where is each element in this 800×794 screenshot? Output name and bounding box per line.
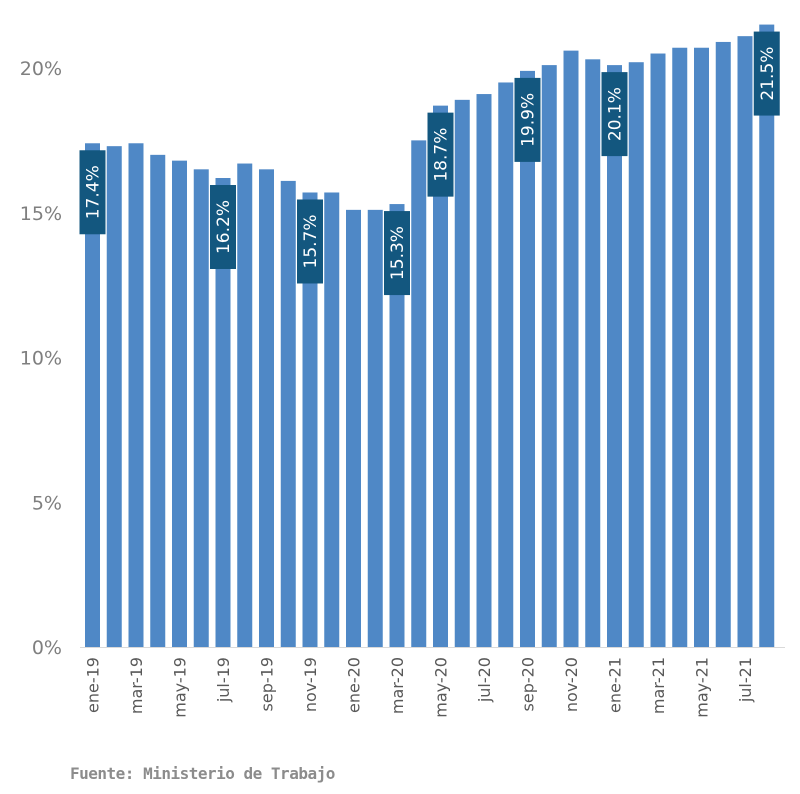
- data-label-text: 15.3%: [388, 226, 408, 280]
- x-tick-label: mar-20: [388, 657, 407, 714]
- data-label: 15.3%: [384, 211, 410, 296]
- bar-dic-19: [324, 192, 340, 648]
- bar-nov-20: [563, 50, 579, 647]
- bar-feb-20: [367, 209, 383, 648]
- bar-may-21: [694, 47, 709, 648]
- y-tick-label: 10%: [20, 348, 62, 370]
- bar-nov-19: [302, 192, 318, 648]
- data-label-text: 15.7%: [301, 214, 321, 268]
- data-label-box: [753, 31, 780, 116]
- bar-oct-19: [280, 180, 296, 647]
- x-tick-label: jul-20: [475, 657, 494, 703]
- bar-ene-19: [85, 143, 100, 647]
- data-label: 17.4%: [79, 150, 106, 235]
- bar-feb-19: [106, 146, 122, 648]
- x-tick-label: sep-19: [258, 657, 277, 711]
- x-tick-label: may-20: [432, 657, 451, 718]
- bar-mar-20: [389, 204, 405, 647]
- data-label-text: 16.2%: [214, 200, 234, 254]
- data-label-box: [601, 72, 628, 157]
- bar-abr-21: [672, 47, 688, 648]
- y-tick-label: 20%: [20, 58, 62, 80]
- bar-ago-21: [759, 24, 775, 647]
- data-label: 21.5%: [753, 31, 780, 116]
- data-label-box: [79, 150, 106, 235]
- x-tick-label: nov-20: [562, 657, 581, 712]
- bar-ago-19: [237, 163, 253, 647]
- bar-may-19: [172, 160, 187, 647]
- y-axis: 0% 5% 10% 15% 20%: [20, 58, 62, 659]
- bars: [85, 24, 775, 648]
- bar-dic-20: [585, 59, 601, 647]
- data-label-box: [384, 211, 410, 296]
- x-tick-label: jul-19: [214, 657, 233, 703]
- bar-oct-20: [541, 65, 557, 648]
- x-tick-label: mar-21: [649, 657, 668, 714]
- data-label-text: 19.9%: [519, 93, 539, 147]
- bar-ene-20: [346, 209, 361, 648]
- bar-sep-20: [520, 70, 535, 647]
- x-tick-label: sep-20: [519, 657, 538, 711]
- y-tick-label: 15%: [20, 203, 62, 225]
- bar-jun-19: [193, 169, 209, 647]
- x-tick-label: ene-20: [345, 657, 364, 713]
- x-tick-label: ene-21: [606, 657, 625, 713]
- bar-jul-21: [737, 36, 753, 647]
- bar-abr-20: [411, 140, 427, 647]
- bar-jul-20: [476, 94, 492, 648]
- bar-ene-21: [607, 65, 622, 648]
- bar-jul-19: [215, 178, 231, 647]
- data-label: 16.2%: [210, 185, 236, 270]
- source-note: Fuente: Ministerio de Trabajo: [70, 764, 335, 783]
- bar-mar-21: [650, 53, 666, 647]
- x-tick-label: may-19: [171, 657, 190, 718]
- x-tick-label: ene-19: [84, 657, 103, 713]
- bar-jun-21: [715, 41, 731, 647]
- y-tick-label: 5%: [32, 492, 62, 514]
- bar-mar-19: [128, 143, 144, 647]
- bar-jun-20: [454, 99, 470, 648]
- data-label: 19.9%: [514, 77, 541, 162]
- data-label-text: 17.4%: [84, 165, 104, 219]
- bar-may-20: [433, 105, 448, 647]
- data-label: 18.7%: [427, 112, 454, 197]
- data-label-box: [297, 199, 323, 284]
- x-tick-label: may-21: [693, 657, 712, 718]
- data-label-text: 20.1%: [606, 87, 626, 141]
- x-tick-label: mar-19: [127, 657, 146, 714]
- data-labels: 17.4% 16.2% 15.7% 15.3% 18.7% 19.9% 20.1% 21.5%: [79, 31, 780, 296]
- bar-chart: 0%5%10%15%20% 17.4%16.2% 15.7% 15.3%18.7%1…: [20, 24, 785, 718]
- data-label: 15.7%: [297, 199, 323, 284]
- x-tick-label: nov-19: [301, 657, 320, 712]
- x-tick-label: jul-21: [736, 657, 755, 703]
- data-label-box: [427, 112, 454, 197]
- bar-abr-19: [150, 154, 166, 647]
- bar-ago-20: [498, 82, 514, 648]
- x-axis: ene-19 mar-19 may-19 jul-19 sep-19 nov-19 ene-…: [84, 657, 756, 718]
- data-label-text: 21.5%: [758, 47, 778, 101]
- bar-sep-19: [259, 169, 274, 647]
- bar-feb-21: [628, 62, 644, 647]
- data-label-text: 18.7%: [432, 128, 452, 182]
- data-label: 20.1%: [601, 72, 628, 157]
- y-tick-label: 0%: [32, 637, 62, 659]
- data-label-box: [514, 77, 541, 162]
- data-label-box: [210, 185, 236, 270]
